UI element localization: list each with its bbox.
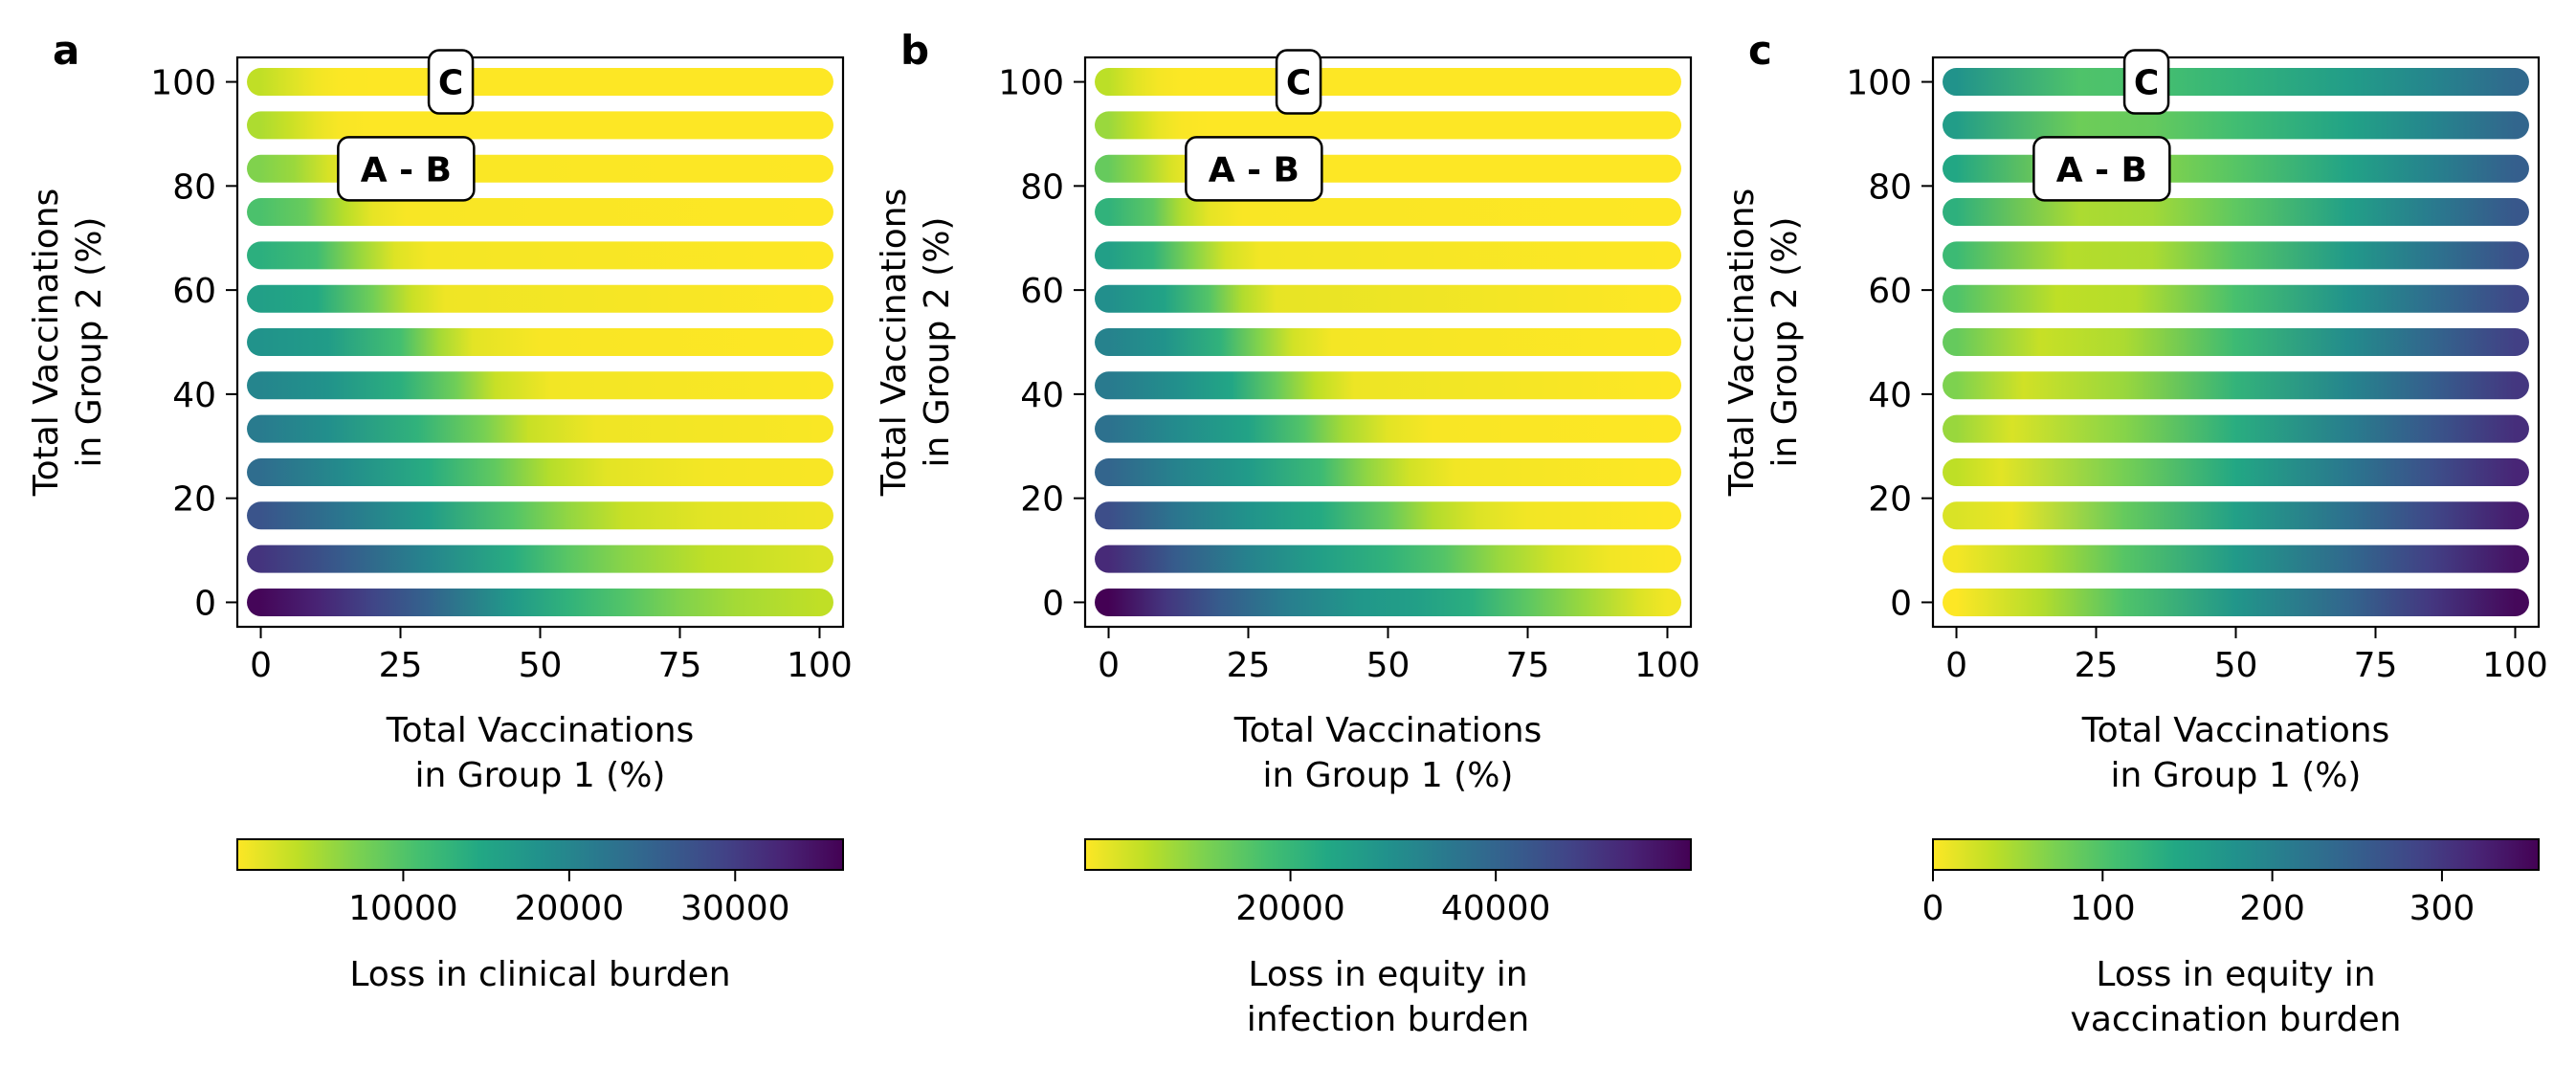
colorbar-bar <box>1932 838 2540 871</box>
annotation: C <box>2122 49 2170 115</box>
y-axis-label: in Group 2 (%) <box>918 217 957 468</box>
x-tick-label: 25 <box>1227 646 1271 685</box>
y-axis-label: Total Vaccinations <box>875 189 914 498</box>
y-axis-label: in Group 2 (%) <box>1765 217 1805 468</box>
colorbar-bar <box>236 838 844 871</box>
x-tick-label: 0 <box>1098 646 1120 685</box>
x-tick-label: 25 <box>379 646 423 685</box>
panel-label: a <box>53 27 79 74</box>
annotation-box <box>1185 136 1323 202</box>
panel-a: a 0 25 50 75 100 0 20 40 60 80 100 Total Vaccination… <box>27 27 853 994</box>
colorbar-bar <box>1084 838 1692 871</box>
y-tick-label: 20 <box>1020 480 1064 520</box>
colorbar-tick-label: 300 <box>2409 889 2476 928</box>
y-tick-label: 20 <box>172 480 216 520</box>
x-tick-label: 0 <box>1945 646 1967 685</box>
annotation-box <box>337 136 476 202</box>
x-axis-label: Total Vaccinations <box>1233 711 1543 750</box>
x-axis-label: in Group 1 (%) <box>415 756 666 795</box>
y-tick-label: 80 <box>172 167 216 207</box>
y-tick-label: 40 <box>172 376 216 415</box>
y-tick-label: 0 <box>1890 584 1912 623</box>
y-tick-label: 60 <box>172 272 216 311</box>
panel-c: c 0 25 50 75 100 0 20 40 60 80 100 Total Vaccination… <box>1722 27 2548 1039</box>
y-tick-label: 40 <box>1020 376 1064 415</box>
colorbar-tick-label: 20000 <box>1235 889 1345 928</box>
colorbar-tick-label: 200 <box>2239 889 2305 928</box>
annotation: A - B <box>2032 136 2171 202</box>
y-tick-label: 80 <box>1020 167 1064 207</box>
x-tick-label: 75 <box>2354 646 2398 685</box>
annotation-box <box>2122 49 2170 115</box>
x-tick-label: 50 <box>1366 646 1410 685</box>
colorbar: 0 100 200 300 Loss in equity in vaccination b… <box>1922 838 2540 1039</box>
x-axis-label: Total Vaccinations <box>2081 711 2390 750</box>
annotation: C <box>427 49 475 115</box>
y-tick-label: 20 <box>1868 480 1912 520</box>
y-tick-label: 100 <box>1846 64 1912 103</box>
x-tick-label: 100 <box>1634 646 1700 685</box>
annotation-box <box>427 49 475 115</box>
panel-label: b <box>900 27 929 74</box>
x-tick-label: 50 <box>519 646 563 685</box>
colorbar-label: infection burden <box>1247 1000 1530 1039</box>
colorbar-label: Loss in equity in <box>1248 955 1527 994</box>
x-axis-label: Total Vaccinations <box>386 711 695 750</box>
y-axis-label: Total Vaccinations <box>1722 189 1762 498</box>
annotation: A - B <box>1185 136 1323 202</box>
panel-b: b 0 25 50 75 100 0 20 40 60 80 100 Total Vaccination… <box>875 27 1700 1039</box>
annotation: C <box>1275 49 1322 115</box>
colorbar-tick-label: 30000 <box>680 889 790 928</box>
x-tick-label: 100 <box>2482 646 2548 685</box>
colorbar-tick-label: 40000 <box>1441 889 1551 928</box>
x-axis-label: in Group 1 (%) <box>2111 756 2362 795</box>
y-axis-label: in Group 2 (%) <box>70 217 109 468</box>
colorbar-label: Loss in equity in <box>2096 955 2375 994</box>
colorbar-label: Loss in clinical burden <box>349 955 730 994</box>
annotation-label: C <box>1286 64 1311 103</box>
x-tick-label: 50 <box>2214 646 2258 685</box>
x-tick-label: 75 <box>658 646 702 685</box>
x-tick-label: 25 <box>2075 646 2119 685</box>
colorbar-label: vaccination burden <box>2071 1000 2402 1039</box>
colorbar-tick-label: 20000 <box>515 889 625 928</box>
x-tick-label: 75 <box>1506 646 1550 685</box>
colorbar-tick-label: 100 <box>2070 889 2136 928</box>
y-tick-label: 40 <box>1868 376 1912 415</box>
y-tick-label: 80 <box>1868 167 1912 207</box>
x-tick-label: 0 <box>250 646 272 685</box>
colorbar-tick-label: 10000 <box>348 889 458 928</box>
colorbar: 10000 20000 30000 Loss in clinical burden <box>236 838 844 994</box>
y-tick-label: 0 <box>194 584 216 623</box>
annotation-box <box>2032 136 2171 202</box>
annotation: A - B <box>337 136 476 202</box>
y-tick-label: 60 <box>1020 272 1064 311</box>
y-tick-label: 60 <box>1868 272 1912 311</box>
y-tick-label: 100 <box>150 64 216 103</box>
panel-label: c <box>1748 27 1772 74</box>
x-tick-label: 100 <box>787 646 853 685</box>
x-axis-label: in Group 1 (%) <box>1263 756 1514 795</box>
panels-root: a 0 25 50 75 100 0 20 40 60 80 100 Total Vaccination… <box>27 27 2548 1039</box>
colorbar: 20000 40000 Loss in equity in infection bur… <box>1084 838 1692 1039</box>
annotation-label: A - B <box>2056 150 2147 189</box>
annotation-label: A - B <box>361 150 452 189</box>
annotation-label: A - B <box>1209 150 1299 189</box>
annotation-label: C <box>2134 64 2159 103</box>
scatter-points <box>1095 68 1681 616</box>
colorbar-tick-label: 0 <box>1922 889 1944 928</box>
annotation-box <box>1275 49 1322 115</box>
y-tick-label: 0 <box>1042 584 1064 623</box>
annotation-label: C <box>438 64 463 103</box>
y-tick-label: 100 <box>998 64 1064 103</box>
y-axis-label: Total Vaccinations <box>27 189 66 498</box>
